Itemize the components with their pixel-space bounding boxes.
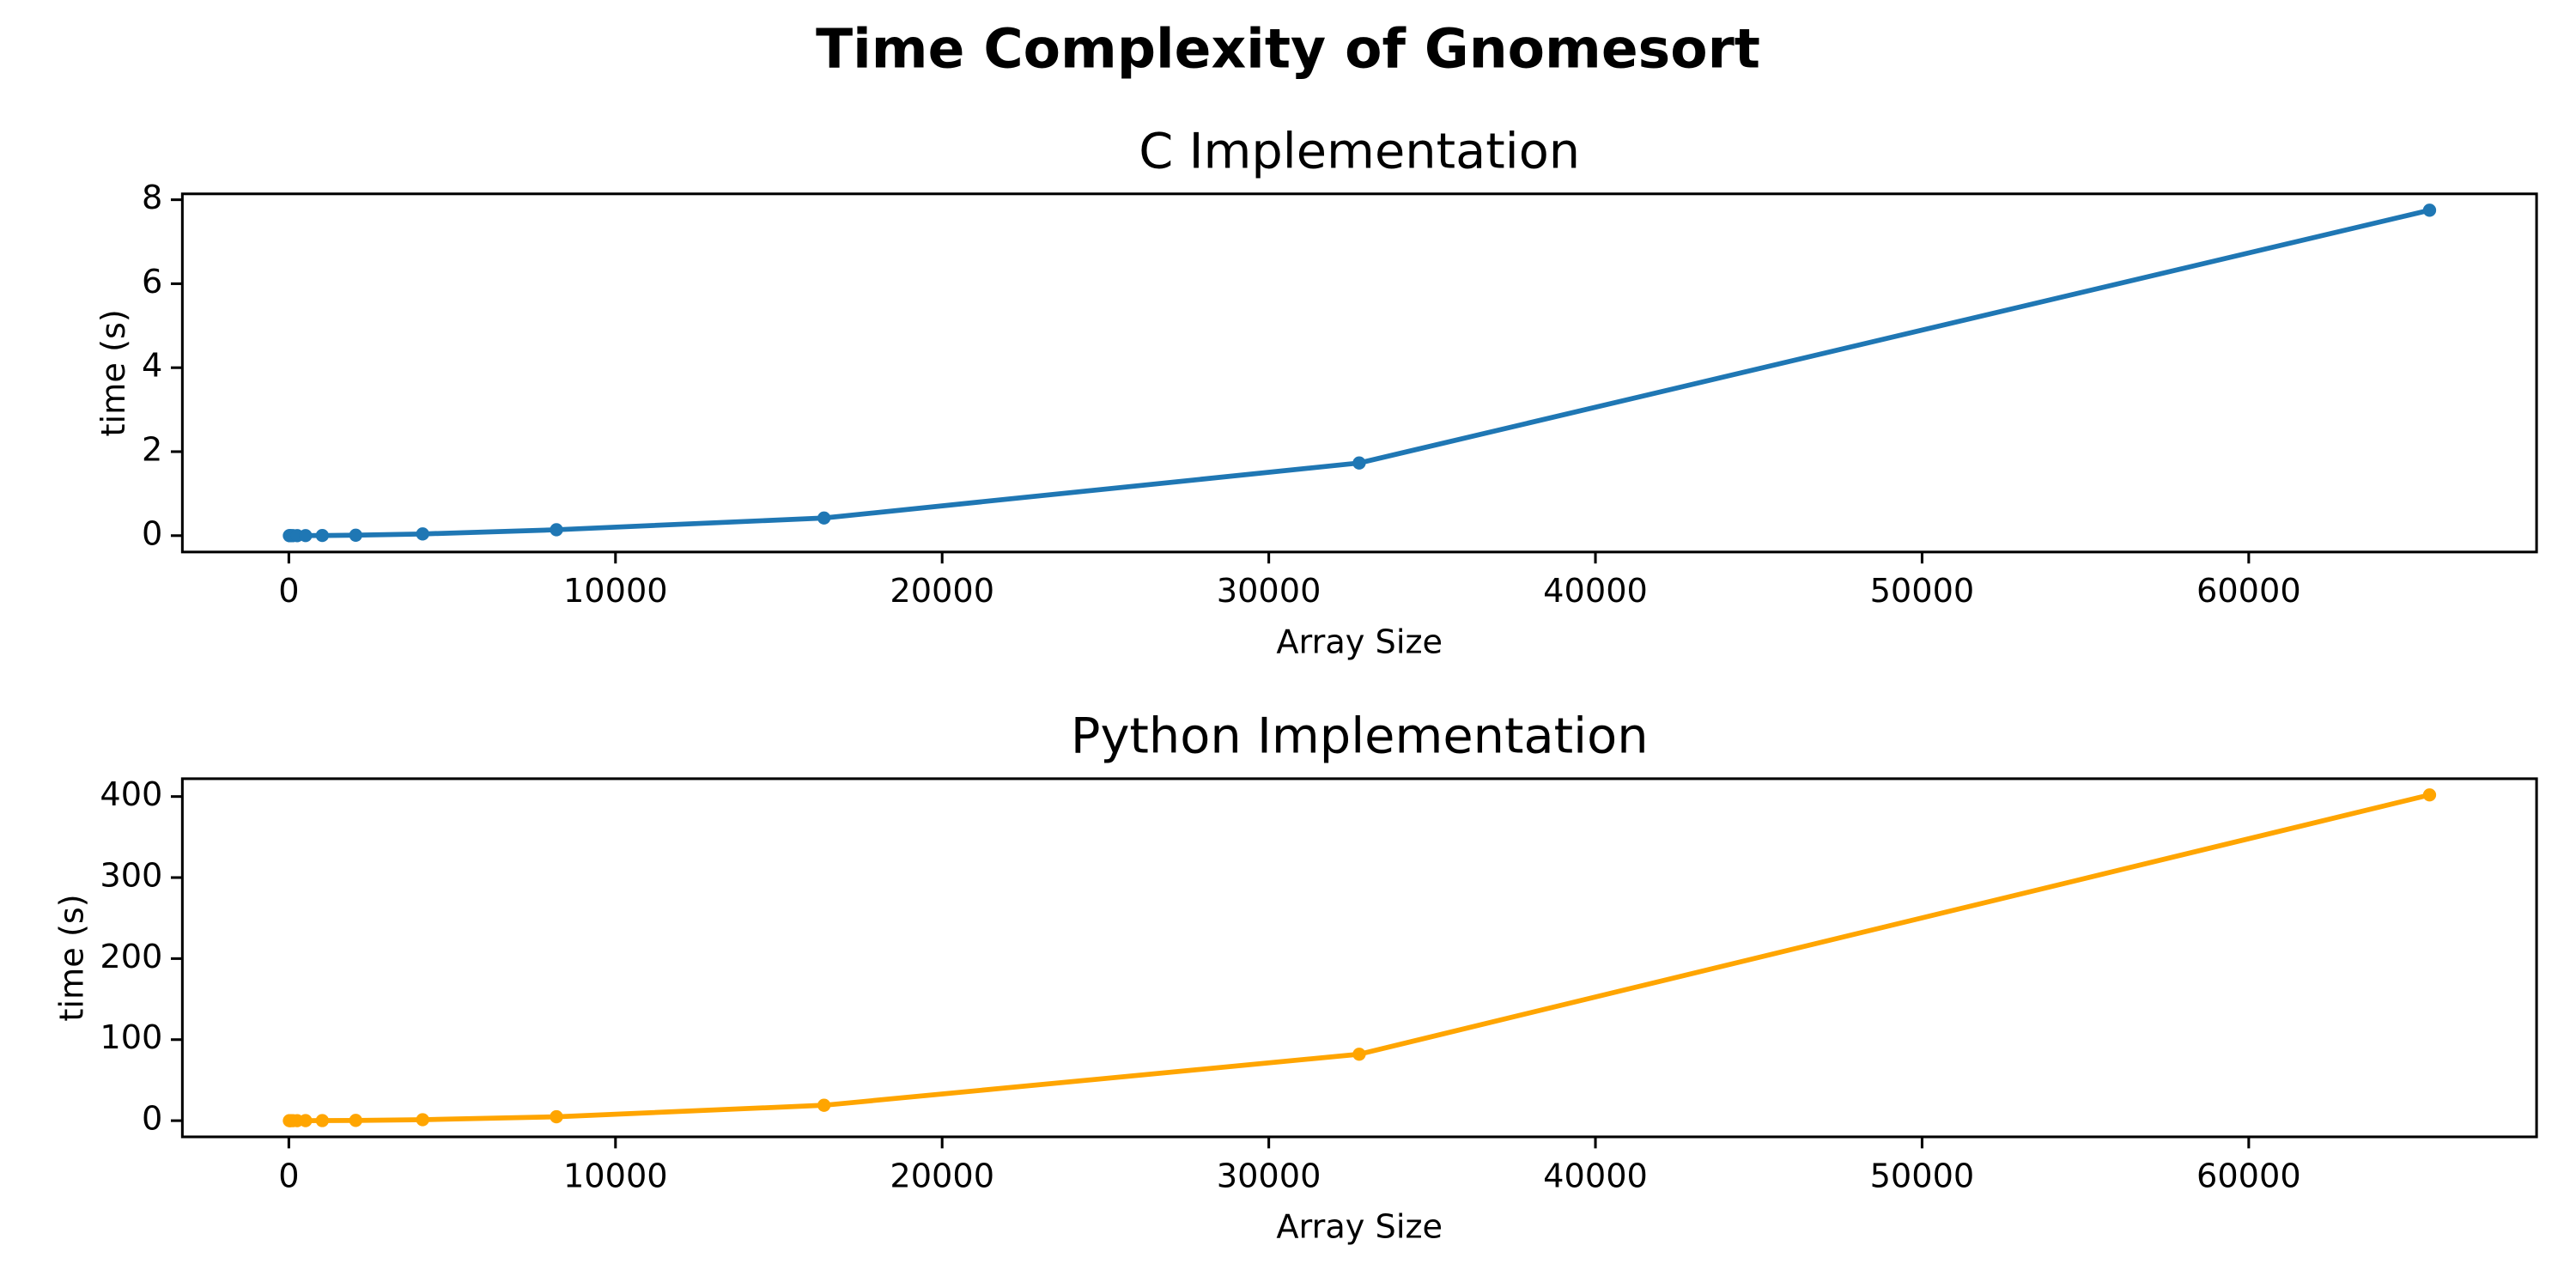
x-tick-label: 40000 — [1543, 572, 1648, 611]
point — [2422, 788, 2437, 802]
point — [550, 1109, 563, 1124]
x-tick-label: 0 — [278, 1157, 299, 1195]
x-tick-label: 30000 — [1217, 572, 1321, 611]
y-axis-label: time (s) — [52, 894, 91, 1021]
plot-area — [283, 204, 2437, 543]
point — [349, 1114, 362, 1127]
point — [315, 528, 329, 543]
point — [1352, 1048, 1366, 1061]
x-tick-label: 20000 — [890, 1157, 994, 1195]
x-tick-label: 60000 — [2196, 572, 2301, 611]
x-tick-label: 20000 — [890, 572, 994, 611]
figure-title: Time Complexity of Gnomesort — [816, 16, 1760, 80]
y-tick-label: 6 — [142, 263, 162, 301]
y-tick-label: 4 — [142, 347, 162, 386]
subplot: C Implementation 0 10000 20000 30000 40000 500… — [94, 122, 2538, 661]
y-axis-label: time (s) — [94, 309, 133, 436]
y-tick-label: 2 — [142, 430, 162, 469]
y-tick-label: 300 — [100, 857, 162, 896]
x-tick-label: 30000 — [1217, 1157, 1321, 1195]
point — [299, 529, 313, 543]
point — [416, 1113, 429, 1127]
point — [817, 1098, 831, 1112]
axes-frame — [180, 192, 2538, 554]
y-tick-label: 8 — [142, 179, 162, 217]
y-tick-label: 0 — [142, 514, 162, 553]
y-tick-label: 0 — [142, 1100, 162, 1139]
point — [299, 1114, 313, 1127]
x-tick-label: 0 — [278, 572, 299, 611]
point — [817, 511, 831, 525]
x-tick-label: 50000 — [1870, 1157, 1975, 1195]
plot-area — [283, 788, 2437, 1127]
x-tick-label: 50000 — [1870, 572, 1975, 611]
x-tick-label: 40000 — [1543, 1157, 1648, 1195]
point — [416, 527, 429, 541]
x-tick-label: 60000 — [2196, 1157, 2301, 1195]
point — [349, 528, 362, 542]
x-tick-label: 10000 — [563, 572, 668, 611]
y-tick-label: 200 — [100, 938, 162, 976]
x-axis-label: Array Size — [1276, 623, 1443, 661]
x-tick-label: 10000 — [563, 1157, 668, 1195]
point — [1352, 456, 1366, 470]
x-axis-label: Array Size — [1276, 1208, 1443, 1247]
subplot-title: Python Implementation — [1071, 708, 1649, 765]
y-tick-label: 400 — [100, 775, 162, 814]
subplot: Python Implementation 0 10000 20000 30000 400… — [52, 708, 2538, 1247]
point — [2422, 204, 2437, 217]
y-tick-label: 100 — [100, 1018, 162, 1057]
point — [315, 1114, 329, 1127]
subplot-title: C Implementation — [1139, 122, 1580, 179]
point — [550, 523, 563, 537]
